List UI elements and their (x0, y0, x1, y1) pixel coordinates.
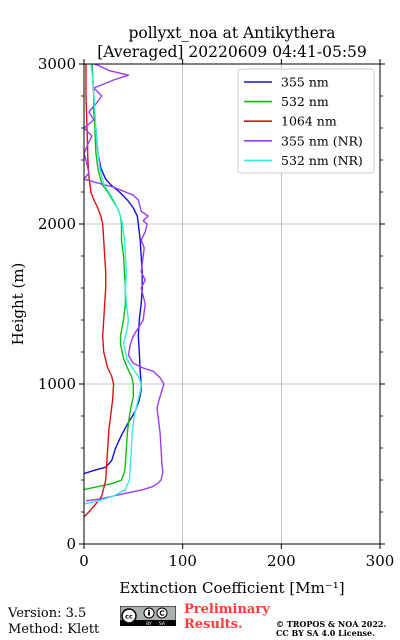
x-tick-label: 300 (366, 552, 395, 570)
cc-sa-label: SA (159, 621, 166, 626)
legend-box (237, 68, 375, 174)
x-tick-label: 200 (267, 552, 296, 570)
x-tick-label: 0 (79, 552, 89, 570)
legend-label-4: 532 nm (NR) (281, 153, 363, 168)
legend-label-2: 1064 nm (281, 114, 337, 129)
copyright-text: © TROPOS & NOA 2022. CC BY SA 4.0 Licens… (276, 620, 386, 638)
method-text: Method: Klett (8, 622, 100, 637)
series-line-3 (84, 64, 165, 502)
series-lines (84, 64, 165, 518)
legend-label-0: 355 nm (281, 75, 329, 90)
cc-mark: cc (125, 613, 133, 621)
version-text: Version: 3.5 (8, 606, 87, 621)
legend: 355 nm 532 nm 1064 nm 355 nm (NR) 532 nm (NR… (237, 68, 375, 174)
series-line-2 (84, 64, 115, 518)
x-tick-label: 100 (168, 552, 197, 570)
chart-title-line1: pollyxt_noa at Antikythera (128, 24, 335, 42)
y-tick-label: 0 (66, 535, 76, 553)
preliminary-line1: Preliminary (184, 602, 270, 617)
x-axis-label: Extinction Coefficient [Mm⁻¹] (119, 579, 344, 597)
y-axis-label: Height (m) (9, 263, 27, 346)
legend-label-3: 355 nm (NR) (281, 133, 363, 148)
series-line-0 (84, 64, 143, 475)
preliminary-line2: Results. (184, 617, 243, 632)
legend-label-1: 532 nm (281, 94, 329, 109)
cc-by-label: BY (146, 621, 152, 626)
axis-ticks (79, 59, 385, 549)
y-tick-label: 1000 (38, 375, 76, 393)
y-tick-label: 3000 (38, 55, 76, 73)
series-line-4 (84, 64, 142, 505)
copyright-line1: © TROPOS & NOA 2022. (276, 619, 387, 629)
series-line-1 (84, 64, 134, 491)
plot-frame (83, 63, 381, 545)
y-tick-label: 2000 (38, 215, 76, 233)
cc-by-sa-license-icon: cc BY SA (120, 606, 176, 626)
chart-title-line2: [Averaged] 20220609 04:41-05:59 (97, 43, 367, 61)
copyright-line2: CC BY SA 4.0 License. (276, 628, 375, 638)
preliminary-results-text: Preliminary Results. (184, 602, 270, 632)
